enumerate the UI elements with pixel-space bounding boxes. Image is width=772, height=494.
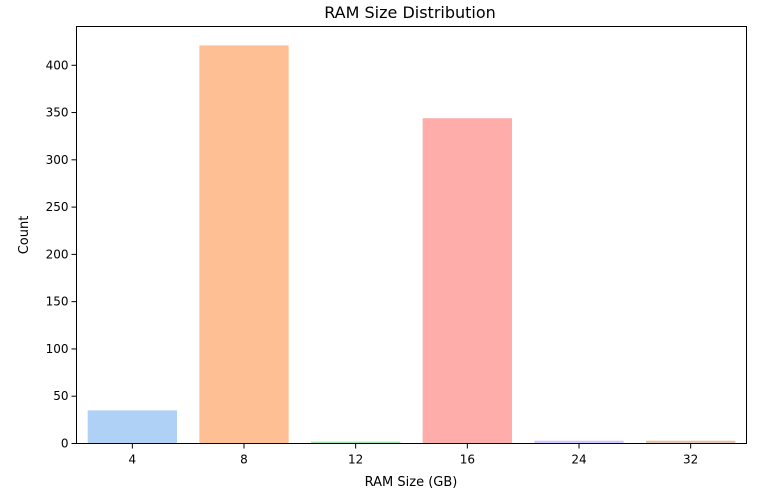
bar-16gb: [422, 118, 512, 444]
bar-32gb: [646, 440, 736, 444]
bar-4gb: [87, 410, 177, 444]
x-tick-label: 12: [348, 453, 363, 467]
y-tick-label: 300: [46, 153, 69, 167]
y-tick-label: 0: [61, 437, 69, 451]
y-axis-ticks: 0 50 100 150 200 250 300 350 400: [46, 58, 77, 451]
chart-title: RAM Size Distribution: [324, 3, 496, 22]
y-tick-label: 400: [46, 58, 69, 72]
bar-12gb: [311, 441, 401, 444]
y-tick-label: 150: [46, 295, 69, 309]
plot-frame: [76, 26, 747, 444]
y-tick-label: 100: [46, 342, 69, 356]
x-tick-label: 32: [683, 453, 698, 467]
x-tick-label: 24: [571, 453, 586, 467]
x-axis-label: RAM Size (GB): [365, 475, 458, 490]
x-tick-label: 16: [460, 453, 475, 467]
y-tick-label: 250: [46, 200, 69, 214]
x-tick-label: 4: [129, 453, 137, 467]
bars-group: [87, 45, 736, 444]
y-tick-label: 200: [46, 247, 69, 261]
y-tick-label: 50: [53, 389, 68, 403]
bar-24gb: [534, 440, 624, 444]
x-tick-label: 8: [240, 453, 248, 467]
bar-8gb: [199, 45, 289, 444]
x-axis-ticks: 4 8 12 16 24 32: [129, 443, 698, 467]
y-axis-label: Count: [17, 216, 32, 255]
y-tick-label: 350: [46, 106, 69, 120]
